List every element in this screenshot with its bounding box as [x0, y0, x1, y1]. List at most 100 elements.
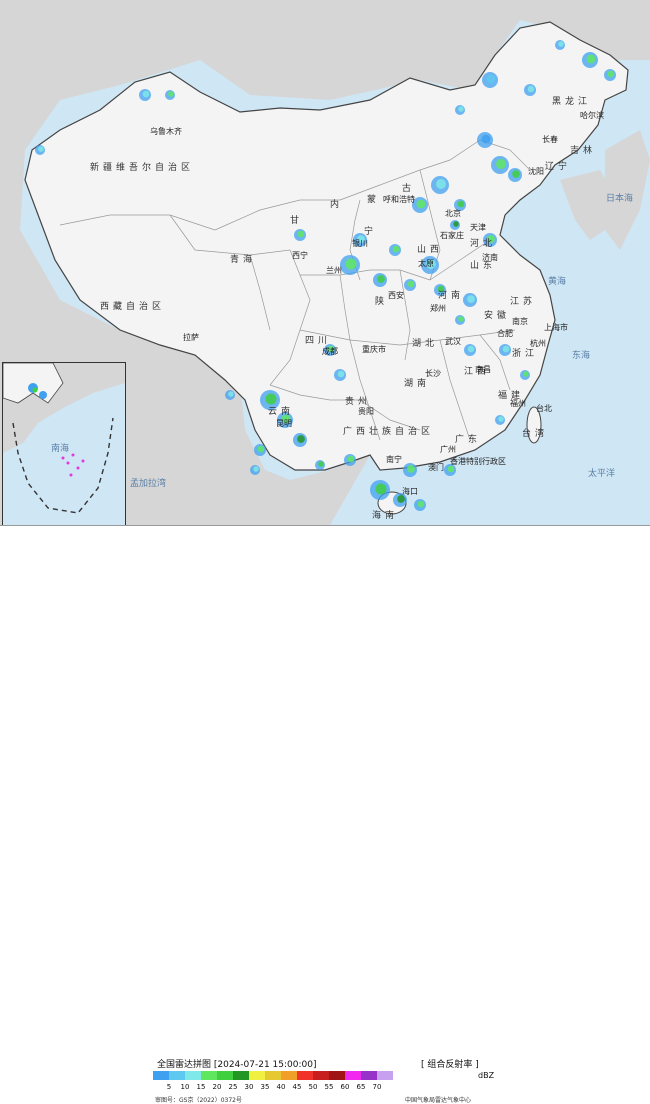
label-chongqing: 重庆市: [362, 345, 386, 354]
radar-echo-core: [228, 391, 234, 397]
radar-echo-core: [486, 74, 496, 84]
product-name: [ 组合反射率 ]: [421, 1060, 479, 1070]
label-chengdu: 成都: [322, 347, 338, 356]
legend-tick: 15: [196, 1083, 206, 1091]
label-hohhot: 呼和浩特: [383, 195, 415, 204]
legend-swatch: [185, 1071, 201, 1080]
radar-echo-core: [357, 235, 365, 243]
radar-echo-core: [407, 280, 415, 288]
radar-echo-core: [392, 245, 400, 253]
label-zhengzhou: 郑州: [430, 304, 446, 313]
label-hefei: 合肥: [497, 329, 513, 338]
label-ningxia: 宁: [364, 227, 378, 237]
legend-tick: 70: [372, 1083, 382, 1091]
label-changsha: 长沙: [425, 369, 441, 378]
label-yellow-sea: 黄海: [548, 277, 567, 287]
legend-tick: 35: [260, 1083, 270, 1091]
label-changchun: 长春: [542, 135, 558, 144]
legend-swatch: [265, 1071, 281, 1080]
radar-echo-core: [496, 159, 506, 169]
reflectivity-color-scale: [153, 1071, 393, 1081]
label-inner-mongolia-c: 古: [402, 184, 416, 194]
map-title: 全国雷达拼图 [2024-07-21 15:00:00]: [157, 1060, 317, 1070]
label-guangxi: 广西壮族自治区: [343, 427, 435, 437]
radar-echo-core: [265, 393, 277, 405]
legend-tick: 40: [276, 1083, 286, 1091]
legend-tick: 65: [356, 1083, 366, 1091]
label-inner-mongolia-a: 内: [330, 200, 344, 210]
label-urumqi: 乌鲁木齐: [150, 127, 182, 136]
label-pacific: 太平洋: [588, 469, 616, 479]
legend-swatch: [345, 1071, 361, 1080]
label-guizhou: 贵州: [345, 397, 372, 407]
label-jiangxi: 江西: [464, 367, 491, 377]
label-east-sea: 东海: [572, 351, 591, 361]
radar-echo-core: [347, 455, 355, 463]
legend-tick-labels: 5 10 15 20 25 30 35 40 45 50 55 60 65 70: [153, 1083, 473, 1093]
radar-echo-core: [467, 345, 475, 353]
label-shanghai: 上海市: [544, 323, 568, 332]
radar-echo-core: [512, 170, 520, 178]
label-jinan: 济南: [482, 253, 498, 262]
label-heilongjiang: 黑龙江: [552, 97, 592, 107]
label-yunnan: 云南: [268, 407, 295, 417]
radar-echo-core: [457, 200, 465, 208]
legend-tick: 20: [212, 1083, 222, 1091]
label-lanzhou: 兰州: [326, 266, 342, 275]
legend-swatch: [361, 1071, 377, 1080]
radar-echo-core: [487, 235, 495, 243]
legend-swatch: [249, 1071, 265, 1080]
label-wuhan: 武汉: [445, 337, 461, 346]
radar-echo-core: [253, 466, 259, 472]
label-guangzhou: 广州: [440, 445, 456, 454]
legend-swatch: [281, 1071, 297, 1080]
label-fuzhou: 福州: [510, 399, 526, 408]
label-lhasa: 拉萨: [183, 333, 199, 342]
radar-echo-core: [168, 91, 174, 97]
radar-echo-core: [38, 146, 44, 152]
label-kunming: 昆明: [276, 419, 292, 428]
radar-echo-core: [142, 90, 150, 98]
legend-tick: 25: [228, 1083, 238, 1091]
inset-label-south-sea: 南海: [51, 444, 70, 454]
legend-tick: 55: [324, 1083, 334, 1091]
neighbor-land: [0, 0, 650, 525]
legend-tick: 45: [292, 1083, 302, 1091]
legend-swatch: [153, 1071, 169, 1080]
label-nanning: 南宁: [386, 455, 402, 464]
legend-tick: 10: [180, 1083, 190, 1091]
label-henan: 河南: [438, 291, 465, 301]
label-nanchang: 南昌: [475, 365, 491, 374]
label-guiyang: 贵阳: [358, 407, 374, 416]
label-shenyang: 沈阳: [528, 167, 544, 176]
legend-swatch: [201, 1071, 217, 1080]
radar-echo-core: [447, 465, 455, 473]
label-macao: 澳门: [428, 463, 444, 472]
label-qinghai: 青海: [230, 255, 257, 265]
label-xining: 西宁: [292, 251, 308, 260]
label-shandong: 山东: [470, 261, 497, 271]
radar-echo-core: [257, 445, 265, 453]
radar-echo-core: [318, 461, 324, 467]
label-hainan: 海南: [372, 511, 399, 521]
legend-tick: 60: [340, 1083, 350, 1091]
label-yinchuan: 银川: [352, 239, 368, 248]
legend-swatch: [329, 1071, 345, 1080]
radar-echo-core: [281, 414, 291, 424]
radar-echo-core: [458, 106, 464, 112]
legend-swatch: [297, 1071, 313, 1080]
radar-echo-core: [558, 41, 564, 47]
radar-echo-core: [436, 179, 446, 189]
label-japan-sea: 日本海: [606, 194, 634, 204]
china-land: [24, 21, 629, 471]
label-harbin: 哈尔滨: [580, 111, 604, 120]
korea-japan-land: [560, 130, 650, 250]
radar-echo-core: [586, 54, 596, 64]
label-hebei: 河北: [470, 239, 497, 249]
label-tibet: 西藏自治区: [100, 302, 166, 312]
label-gansu: 甘: [290, 216, 304, 226]
label-taiyuan: 太原: [418, 259, 434, 268]
label-haikou: 海口: [402, 487, 418, 496]
label-taibei: 台北: [536, 404, 552, 413]
